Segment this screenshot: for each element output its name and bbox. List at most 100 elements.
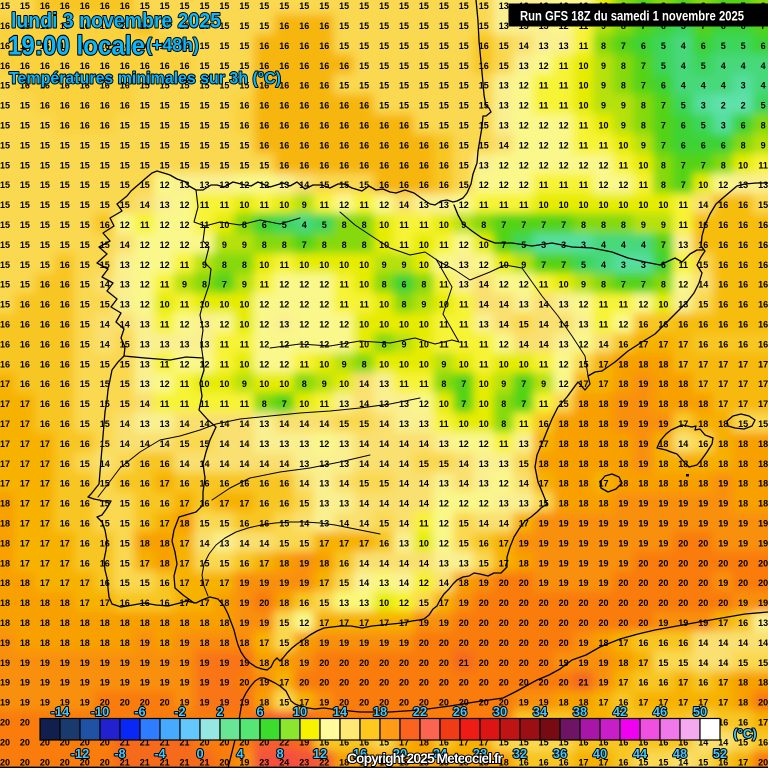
svg-text:13: 13 [519, 439, 529, 449]
svg-text:5: 5 [282, 220, 287, 230]
svg-text:18: 18 [219, 598, 229, 608]
svg-text:15: 15 [419, 81, 429, 91]
svg-text:11: 11 [579, 41, 589, 51]
svg-text:15: 15 [219, 101, 229, 111]
svg-text:13: 13 [259, 439, 269, 449]
svg-text:19: 19 [259, 578, 269, 588]
svg-text:11: 11 [499, 200, 509, 210]
svg-text:16: 16 [160, 459, 170, 469]
svg-text:19: 19 [578, 519, 588, 529]
svg-text:15: 15 [80, 459, 90, 469]
svg-text:10: 10 [439, 399, 449, 409]
svg-text:17: 17 [40, 479, 50, 489]
svg-text:20: 20 [559, 638, 569, 648]
svg-text:15: 15 [339, 180, 349, 190]
svg-text:15: 15 [439, 1, 449, 11]
svg-text:16: 16 [439, 140, 449, 150]
svg-text:4: 4 [761, 61, 766, 71]
svg-text:17: 17 [758, 718, 768, 728]
svg-text:19: 19 [738, 598, 748, 608]
svg-text:15: 15 [160, 121, 170, 131]
svg-text:5: 5 [661, 41, 666, 51]
svg-text:5: 5 [761, 101, 766, 111]
svg-text:3: 3 [741, 81, 746, 91]
svg-text:16: 16 [100, 121, 110, 131]
svg-text:16: 16 [479, 61, 489, 71]
svg-text:18: 18 [519, 558, 529, 568]
svg-text:11: 11 [459, 320, 469, 330]
svg-text:12: 12 [479, 180, 489, 190]
svg-text:19: 19 [0, 658, 10, 668]
svg-text:18: 18 [40, 618, 50, 628]
svg-text:17: 17 [598, 479, 608, 489]
svg-text:11: 11 [319, 399, 329, 409]
svg-text:18: 18 [738, 479, 748, 489]
svg-text:16: 16 [0, 320, 10, 330]
svg-text:16: 16 [319, 140, 329, 150]
svg-text:16: 16 [219, 479, 229, 489]
svg-text:10: 10 [379, 300, 389, 310]
svg-text:20: 20 [559, 678, 569, 688]
svg-text:15: 15 [499, 61, 509, 71]
svg-text:12: 12 [319, 300, 329, 310]
svg-text:14: 14 [179, 459, 189, 469]
svg-text:20: 20 [479, 678, 489, 688]
svg-text:18: 18 [598, 459, 608, 469]
svg-text:18: 18 [698, 399, 708, 409]
svg-text:13: 13 [379, 379, 389, 389]
svg-text:20: 20 [479, 598, 489, 608]
svg-text:4: 4 [236, 746, 244, 761]
svg-text:19: 19 [259, 678, 269, 688]
svg-text:15: 15 [199, 121, 209, 131]
svg-text:10: 10 [279, 200, 289, 210]
svg-text:19: 19 [219, 658, 229, 668]
svg-text:16: 16 [199, 499, 209, 509]
svg-text:13: 13 [399, 419, 409, 429]
svg-text:14: 14 [678, 439, 688, 449]
svg-text:12: 12 [499, 160, 509, 170]
svg-text:10: 10 [658, 300, 668, 310]
svg-text:12: 12 [559, 359, 569, 369]
svg-text:9: 9 [421, 300, 426, 310]
svg-text:17: 17 [738, 399, 748, 409]
svg-text:13: 13 [359, 598, 369, 608]
svg-text:12: 12 [319, 280, 329, 290]
svg-text:11: 11 [599, 320, 609, 330]
svg-text:14: 14 [160, 439, 170, 449]
svg-text:16: 16 [0, 359, 10, 369]
svg-text:18: 18 [658, 379, 668, 389]
svg-text:19: 19 [598, 519, 608, 529]
svg-text:18: 18 [758, 479, 768, 489]
svg-text:15: 15 [419, 459, 429, 469]
svg-text:16: 16 [758, 260, 768, 270]
svg-text:13: 13 [199, 339, 209, 349]
svg-text:10: 10 [379, 598, 389, 608]
svg-text:7: 7 [282, 399, 287, 409]
svg-text:11: 11 [399, 240, 409, 250]
svg-text:16: 16 [738, 280, 748, 290]
svg-text:16: 16 [279, 41, 289, 51]
svg-text:-12: -12 [71, 746, 90, 761]
svg-text:12: 12 [339, 200, 349, 210]
svg-text:-6: -6 [134, 704, 145, 719]
svg-text:8: 8 [641, 101, 646, 111]
svg-text:10: 10 [419, 339, 429, 349]
svg-text:20: 20 [439, 658, 449, 668]
svg-text:12: 12 [160, 260, 170, 270]
svg-text:13: 13 [479, 160, 489, 170]
svg-text:15: 15 [379, 101, 389, 111]
svg-text:17: 17 [678, 698, 688, 708]
svg-text:12: 12 [160, 240, 170, 250]
svg-text:19: 19 [60, 678, 70, 688]
svg-text:15: 15 [100, 240, 110, 250]
svg-text:13: 13 [339, 499, 349, 509]
svg-text:16: 16 [319, 121, 329, 131]
svg-text:12: 12 [638, 300, 648, 310]
svg-text:14: 14 [379, 499, 389, 509]
svg-text:17: 17 [179, 578, 189, 588]
svg-text:11: 11 [180, 260, 190, 270]
svg-text:17: 17 [0, 419, 10, 429]
svg-text:13: 13 [479, 459, 489, 469]
svg-text:18: 18 [758, 439, 768, 449]
svg-text:14: 14 [120, 240, 130, 250]
